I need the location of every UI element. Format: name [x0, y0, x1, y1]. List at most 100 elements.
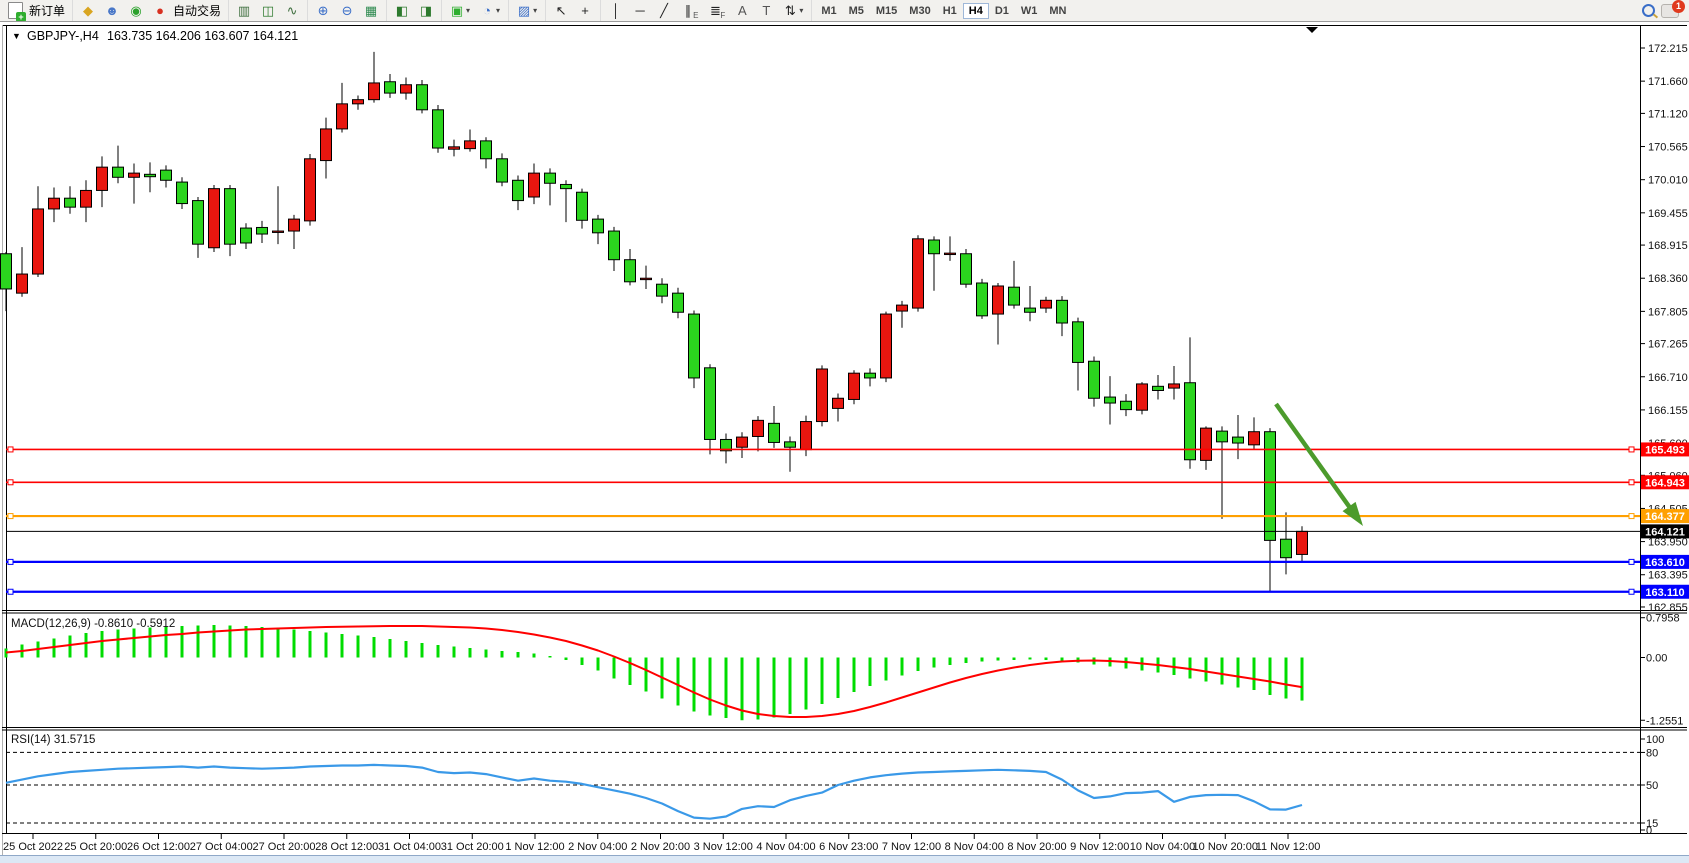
candle-bull [912, 238, 924, 309]
price-tick-label: 168.915 [1648, 240, 1688, 252]
time-tick-label: 25 Oct 20:00 [64, 841, 127, 853]
new-order-label: 新订单 [29, 4, 66, 18]
new-order-doc-icon: + [8, 2, 26, 22]
time-tick-label: 10 Nov 04:00 [1130, 841, 1195, 853]
chevron-down-icon[interactable]: ▾ [466, 6, 471, 15]
price-tag-label: 164.121 [1645, 526, 1685, 538]
candle-bear [672, 292, 684, 313]
hline-handle-right[interactable] [1628, 513, 1635, 520]
zoom-in-icon[interactable]: ⊕ [312, 1, 334, 21]
new-chart-icon[interactable]: ▣ ▾ [446, 1, 474, 21]
candle-bear [432, 109, 444, 149]
chevron-down-icon[interactable]: ▾ [533, 6, 538, 15]
chart-title-ohlc: 163.735 164.206 163.607 164.121 [107, 29, 298, 43]
candle-bull [848, 372, 860, 400]
tile-windows-icon[interactable]: ▦ [360, 1, 382, 21]
text-label-icon[interactable]: T [755, 1, 777, 21]
tf-w1[interactable]: W1 [1020, 4, 1038, 17]
trendline-icon[interactable]: ╱ [653, 1, 675, 21]
candle-bear [656, 283, 668, 297]
rsi-axis-label: 15 [1646, 818, 1658, 830]
shift-marker-icon[interactable] [1306, 27, 1318, 33]
hline-handle-left[interactable] [7, 588, 14, 595]
rsi-line [5, 763, 1303, 820]
trendline-icon-glyph: ╱ [660, 2, 668, 18]
tf-h4[interactable]: H4 [962, 2, 989, 19]
market-icon[interactable]: ◆ [77, 1, 99, 21]
time-tick-label: 2 Nov 20:00 [631, 841, 690, 853]
hline-handle-right[interactable] [1628, 446, 1635, 453]
tf-m1[interactable]: M1 [821, 4, 837, 17]
autotrade-icon[interactable]: ● [149, 1, 171, 21]
vertical-line-icon[interactable]: │ [605, 1, 627, 21]
tf-m30[interactable]: M30 [909, 4, 931, 17]
text-label-icon-glyph: T [762, 2, 771, 18]
price-tag [1641, 442, 1689, 457]
candle-bull [128, 172, 140, 178]
hline-handle-left[interactable] [7, 479, 14, 486]
price-tag [1641, 554, 1689, 569]
bars-chart-icon[interactable]: ▥ [233, 1, 255, 21]
candle-bull [800, 421, 812, 451]
macd-axis-label: 0.00 [1646, 653, 1667, 665]
candle-bear [0, 253, 12, 290]
rsi-indicator-label: RSI(14) 31.5715 [11, 734, 95, 746]
search-icon[interactable] [1642, 4, 1655, 17]
tf-d1[interactable]: D1 [994, 4, 1009, 17]
cursor-icon[interactable]: ↖ [550, 1, 572, 21]
candle-bear [416, 84, 428, 111]
bars-chart-icon-glyph: ▥ [237, 2, 251, 18]
hline-handle-left[interactable] [7, 446, 14, 453]
tf-h1[interactable]: H1 [942, 4, 957, 17]
trend-arrow-line[interactable] [1274, 402, 1355, 513]
text-icon[interactable]: A [731, 1, 753, 21]
candle-bull [48, 197, 60, 210]
tf-m5[interactable]: M5 [848, 4, 864, 17]
hline-handle-right[interactable] [1628, 558, 1635, 565]
chart-dropdown-icon[interactable]: ▼ [12, 31, 21, 41]
candle-bull [1168, 383, 1180, 389]
crosshair-icon[interactable]: + [574, 1, 596, 21]
line-chart-icon[interactable]: ∿ [281, 1, 303, 21]
hline-handle-left[interactable] [7, 513, 14, 520]
hline-handle-right[interactable] [1628, 479, 1635, 486]
profile-icon[interactable]: ☻ [101, 1, 123, 21]
price-tick-label: 171.120 [1648, 108, 1688, 120]
signals-icon-glyph: ◉ [130, 2, 142, 18]
horizontal-line-icon[interactable]: ─ [629, 1, 651, 21]
candle-bull [400, 84, 412, 94]
notification-badge[interactable]: 1 [1672, 0, 1685, 13]
template-icon[interactable]: ▨ ▾ [513, 1, 541, 21]
candle-bear [1120, 400, 1132, 411]
fibonacci-icon[interactable]: ≣ F [709, 2, 726, 20]
arrows-icon[interactable]: ⇅ ▾ [779, 1, 807, 21]
candle-bear [624, 259, 636, 283]
rsi-axis-label: 50 [1646, 780, 1658, 792]
candle-bull [992, 285, 1004, 315]
chevron-down-icon[interactable]: ▾ [496, 6, 501, 15]
signals-icon[interactable]: ◉ [125, 1, 147, 21]
hline-handle-left[interactable] [7, 558, 14, 565]
channel-icon[interactable]: ∥ E [677, 1, 702, 21]
chat-bubble-icon[interactable]: 1 [1661, 0, 1685, 18]
price-tick-label: 171.660 [1648, 76, 1688, 88]
candle-bull [816, 368, 828, 423]
fibonacci-icon-glyph: ≣ [709, 2, 721, 18]
zoom-out-icon[interactable]: ⊖ [336, 1, 358, 21]
candles-chart-icon[interactable]: ◫ [257, 1, 279, 21]
candle-bull [368, 82, 380, 101]
new-order-icon[interactable]: + [4, 1, 27, 22]
arrange-right-icon[interactable]: ◨ [415, 1, 437, 21]
chevron-down-icon[interactable]: ▾ [799, 6, 804, 15]
candle-bear [592, 218, 604, 234]
tf-mn[interactable]: MN [1049, 4, 1067, 17]
period-clock-icon[interactable]: ◔ ▾ [476, 1, 504, 21]
candle-bear [576, 191, 588, 221]
hline-handle-right[interactable] [1628, 588, 1635, 595]
time-tick-label: 25 Oct 2022 [3, 841, 63, 853]
arrange-left-icon[interactable]: ◧ [391, 1, 413, 21]
tf-m15[interactable]: M15 [875, 4, 898, 17]
candle-bear [240, 227, 252, 244]
trend-arrow-head[interactable] [1342, 501, 1363, 526]
